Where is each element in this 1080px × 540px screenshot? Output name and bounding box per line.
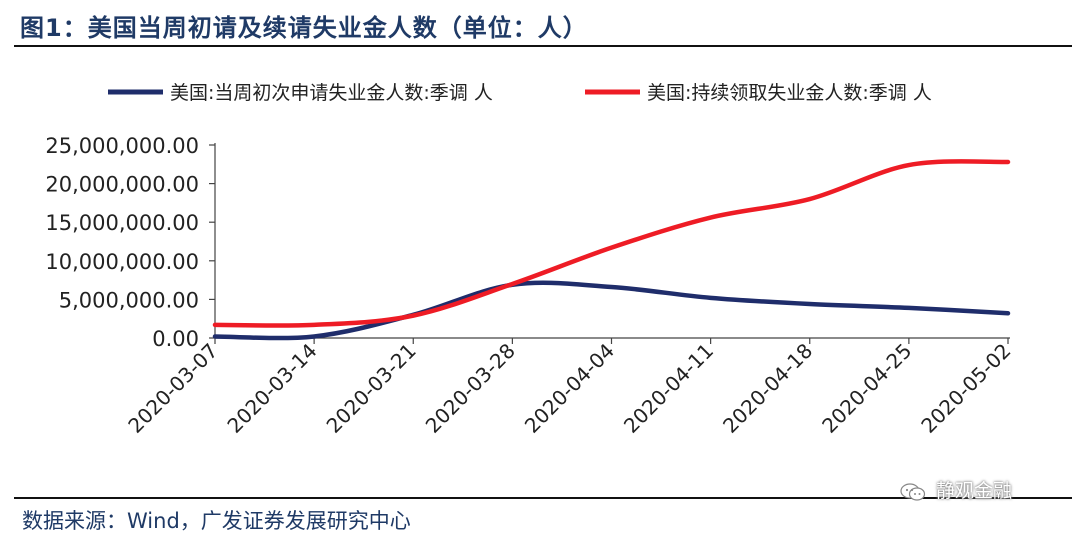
footer-divider (14, 497, 1072, 499)
chart-legend: 美国:当周初次申请失业金人数:季调 人 美国:持续领取失业金人数:季调 人 (108, 82, 932, 104)
watermark-text: 静观金融 (936, 480, 1013, 502)
x-tick-label: 2020-03-28 (421, 339, 520, 438)
watermark: 静观金融 (900, 476, 1012, 503)
data-source: 数据来源：Wind，广发证券发展研究中心 (22, 509, 411, 533)
y-tick-label: 15,000,000.00 (45, 211, 199, 235)
legend-label-continuing-claims: 美国:持续领取失业金人数:季调 人 (647, 82, 932, 104)
wechat-icon (900, 482, 926, 501)
y-tick-label: 25,000,000.00 (45, 134, 199, 158)
x-tick-label: 2020-04-25 (817, 339, 916, 438)
x-tick-label: 2020-03-21 (322, 339, 421, 438)
x-tick-label: 2020-05-02 (916, 339, 1015, 438)
x-tick-label: 2020-03-07 (123, 339, 222, 438)
x-tick-label: 2020-04-11 (619, 339, 718, 438)
x-tick-label: 2020-03-14 (222, 339, 321, 438)
series-line-initial-claims (212, 280, 1011, 341)
series-line-continuing-claims (212, 159, 1011, 328)
line-chart: 美国:当周初次申请失业金人数:季调 人 美国:持续领取失业金人数:季调 人 0.… (45, 82, 1015, 438)
title-divider (14, 45, 1072, 47)
x-tick-label: 2020-04-04 (520, 339, 619, 438)
chart-axes: 0.00 5,000,000.00 10,000,000.00 15,000,000.… (45, 134, 1015, 438)
chart-series (212, 159, 1011, 341)
y-tick-label: 20,000,000.00 (45, 173, 199, 197)
figure-title: 图1：美国当周初请及续请失业金人数（单位：人） (20, 14, 588, 42)
legend-label-initial-claims: 美国:当周初次申请失业金人数:季调 人 (170, 82, 493, 104)
y-tick-label: 0.00 (152, 327, 199, 351)
x-tick-label: 2020-04-18 (718, 339, 817, 438)
y-tick-label: 10,000,000.00 (45, 250, 199, 274)
y-tick-label: 5,000,000.00 (59, 288, 199, 312)
